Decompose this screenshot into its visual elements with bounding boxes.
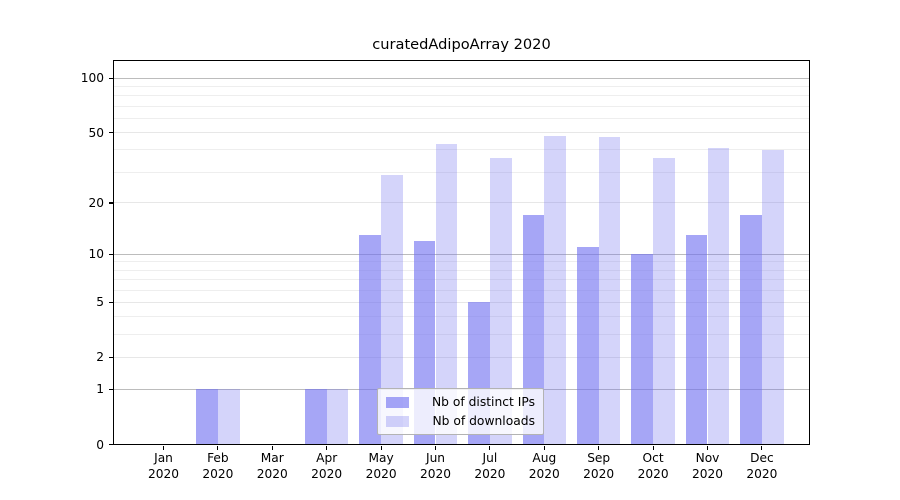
- bar-nb-of-downloads-Nov: [707, 147, 730, 445]
- bar-nb-of-downloads-Sep: [598, 137, 621, 445]
- y-tick-1: [108, 388, 113, 391]
- x-tick-Oct: [652, 445, 654, 450]
- bar-nb-of-downloads-Jun: [435, 144, 458, 445]
- gridline-y-100: [113, 77, 810, 79]
- y-tick-2: [108, 356, 113, 358]
- gridline-y-9: [113, 261, 810, 263]
- y-tick-label-20: 20: [88, 195, 104, 210]
- gridline-y-90: [113, 86, 810, 88]
- x-tick-label-Oct: Oct 2020: [637, 451, 669, 481]
- bar-nb-of-downloads-Jul: [489, 157, 512, 445]
- x-tick-Mar: [271, 445, 273, 450]
- x-tick-Feb: [217, 445, 219, 450]
- y-tick-100: [108, 77, 113, 79]
- gridline-y-8: [113, 269, 810, 271]
- bar-nb-of-distinct-ips-May: [359, 235, 382, 445]
- gridline-y-70: [113, 105, 810, 107]
- x-tick-Dec: [761, 445, 763, 450]
- gridline-y-6: [113, 289, 810, 291]
- x-tick-label-Jan: Jan 2020: [147, 451, 180, 481]
- bar-nb-of-distinct-ips-Dec: [740, 215, 762, 445]
- y-tick-5: [108, 301, 113, 303]
- legend-item-nb-of-downloads: Nb of downloads: [386, 412, 535, 430]
- y-tick-50: [108, 131, 113, 134]
- gridline-y-80: [113, 95, 810, 97]
- y-tick-20: [108, 202, 113, 204]
- y-tick-label-100: 100: [80, 71, 104, 86]
- bar-nb-of-distinct-ips-Nov: [685, 235, 708, 445]
- bar-nb-of-downloads-Aug: [544, 135, 566, 445]
- bar-nb-of-distinct-ips-Oct: [631, 254, 654, 445]
- y-tick-label-5: 5: [96, 295, 104, 310]
- y-tick-10: [108, 253, 113, 255]
- bar-nb-of-distinct-ips-Sep: [577, 247, 599, 445]
- bar-nb-of-downloads-Feb: [217, 389, 240, 445]
- x-tick-Jul: [489, 445, 491, 450]
- gridline-y-7: [113, 278, 810, 280]
- bar-nb-of-downloads-Dec: [761, 149, 784, 445]
- y-tick-label-50: 50: [88, 125, 104, 140]
- x-tick-label-Jun: Jun 2020: [419, 451, 452, 481]
- gridline-y-10: [113, 253, 810, 255]
- bar-nb-of-downloads-May: [381, 174, 403, 445]
- bar-nb-of-distinct-ips-Aug: [522, 215, 545, 445]
- x-tick-label-Nov: Nov 2020: [691, 451, 724, 481]
- bar-nb-of-distinct-ips-Feb: [196, 389, 218, 445]
- legend-label-nb-of-distinct-ips: Nb of distinct IPs: [431, 395, 535, 409]
- y-tick-0: [108, 443, 113, 446]
- legend-label-nb-of-downloads: Nb of downloads: [432, 414, 535, 428]
- x-tick-Jun: [434, 445, 437, 450]
- x-tick-Sep: [598, 445, 600, 450]
- legend-swatch-nb-of-distinct-ips: [386, 396, 409, 408]
- x-tick-May: [380, 445, 382, 450]
- bar-nb-of-downloads-Oct: [653, 157, 675, 445]
- x-tick-label-Apr: Apr 2020: [311, 451, 343, 481]
- y-tick-label-1: 1: [96, 382, 104, 397]
- legend: Nb of distinct IPs Nb of downloads: [377, 388, 544, 435]
- legend-swatch-nb-of-downloads: [386, 415, 409, 427]
- gridline-y-3: [113, 333, 810, 335]
- x-tick-Nov: [706, 445, 709, 450]
- x-tick-label-Feb: Feb 2020: [202, 451, 234, 481]
- x-tick-label-Jul: Jul 2020: [474, 451, 506, 481]
- bar-nb-of-downloads-Apr: [326, 389, 349, 445]
- x-tick-label-Sep: Sep 2020: [583, 451, 615, 481]
- chart-title: curatedAdipoArray 2020: [372, 36, 551, 53]
- y-tick-label-10: 10: [88, 247, 104, 262]
- y-tick-label-0: 0: [96, 437, 104, 452]
- y-tick-label-2: 2: [96, 350, 104, 365]
- x-tick-label-Aug: Aug 2020: [528, 451, 560, 481]
- gridline-y-60: [113, 117, 810, 119]
- gridline-y-5: [113, 301, 810, 303]
- bar-nb-of-distinct-ips-Apr: [305, 389, 327, 445]
- gridline-y-2: [113, 356, 810, 358]
- x-tick-Aug: [543, 445, 545, 450]
- x-tick-label-May: May 2020: [365, 451, 397, 481]
- x-tick-label-Dec: Dec 2020: [746, 451, 778, 481]
- x-tick-Apr: [326, 445, 328, 450]
- plot-area: [113, 60, 810, 445]
- x-tick-Jan: [162, 445, 165, 450]
- gridline-y-50: [113, 132, 810, 133]
- gridline-y-20: [113, 202, 810, 204]
- gridline-y-40: [113, 149, 810, 151]
- legend-item-nb-of-distinct-ips: Nb of distinct IPs: [386, 393, 535, 411]
- gridline-y-30: [113, 171, 810, 173]
- gridline-y-4: [113, 316, 810, 318]
- x-tick-label-Mar: Mar 2020: [256, 451, 288, 481]
